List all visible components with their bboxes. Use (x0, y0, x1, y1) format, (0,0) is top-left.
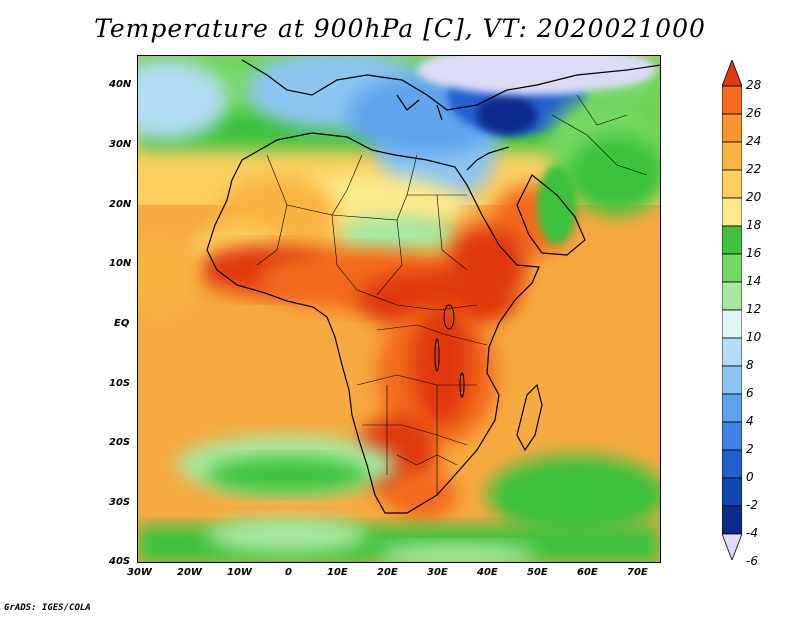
colorbar-label: 20 (746, 190, 762, 204)
colorbar-bottom-arrow (722, 533, 742, 560)
colorbar-label: 6 (746, 386, 754, 400)
lat-label-40n: 40N (109, 79, 132, 90)
colorbar-swatch (722, 141, 742, 171)
colorbar-label: 26 (746, 106, 762, 120)
colorbar-swatch (722, 253, 742, 283)
colorbar-label: 28 (746, 78, 762, 92)
lat-label-20n: 20N (109, 199, 132, 210)
lon-label-30w: 30W (127, 567, 152, 578)
lon-label-20e: 20E (377, 567, 398, 578)
colorbar-swatch (722, 505, 742, 535)
lat-label-40s: 40S (109, 556, 131, 567)
colorbar-label: 0 (746, 470, 754, 484)
map-title: Temperature at 900hPa [C], VT: 202002100… (94, 14, 706, 43)
colorbar (722, 60, 742, 560)
colorbar-label: 14 (746, 274, 762, 288)
lat-label-30n: 30N (109, 139, 132, 150)
colorbar-top-arrow (722, 60, 742, 87)
colorbar-swatch (722, 309, 742, 339)
lon-label-20w: 20W (177, 567, 202, 578)
lon-label-40e: 40E (477, 567, 498, 578)
colorbar-swatch (722, 197, 742, 227)
colorbar-label: 12 (746, 302, 762, 316)
coastlines (206, 59, 661, 514)
map-border (137, 55, 661, 563)
lon-label-50e: 50E (527, 567, 548, 578)
lat-label-30s: 30S (109, 497, 131, 508)
colorbar-label: 24 (746, 134, 762, 148)
colorbar-swatch (722, 85, 742, 115)
colorbar-swatch (722, 113, 742, 143)
country-borders (256, 94, 648, 495)
colorbar-label: 4 (746, 414, 754, 428)
colorbar-label: 8 (746, 358, 754, 372)
colorbar-label: -2 (746, 498, 758, 512)
colorbar-swatch (722, 365, 742, 395)
lat-label-10s: 10S (109, 378, 131, 389)
colorbar-swatch (722, 393, 742, 423)
colorbar-swatch (722, 477, 742, 507)
lon-label-60e: 60E (577, 567, 598, 578)
lon-label-10e: 10E (327, 567, 348, 578)
colorbar-label: -4 (746, 526, 758, 540)
lat-label-20s: 20S (109, 437, 131, 448)
colorbar-label: 22 (746, 162, 762, 176)
lon-label-0: 0 (285, 567, 292, 578)
colorbar-swatch (722, 225, 742, 255)
colorbar-label: 10 (746, 330, 762, 344)
lon-label-30e: 30E (427, 567, 448, 578)
temperature-map (137, 55, 661, 563)
colorbar-label: 2 (746, 442, 754, 456)
colorbar-swatch (722, 169, 742, 199)
colorbar-swatch (722, 337, 742, 367)
lon-label-70e: 70E (627, 567, 648, 578)
lon-label-10w: 10W (227, 567, 252, 578)
colorbar-swatch (722, 421, 742, 451)
grads-credit: GrADS: IGES/COLA (4, 603, 91, 613)
lat-label-10n: 10N (109, 258, 132, 269)
colorbar-swatch (722, 449, 742, 479)
colorbar-swatch (722, 281, 742, 311)
lakes (434, 304, 465, 398)
lat-label-eq: EQ (114, 318, 130, 329)
colorbar-label: -6 (746, 554, 758, 568)
colorbar-label: 18 (746, 218, 762, 232)
colorbar-label: 16 (746, 246, 762, 260)
